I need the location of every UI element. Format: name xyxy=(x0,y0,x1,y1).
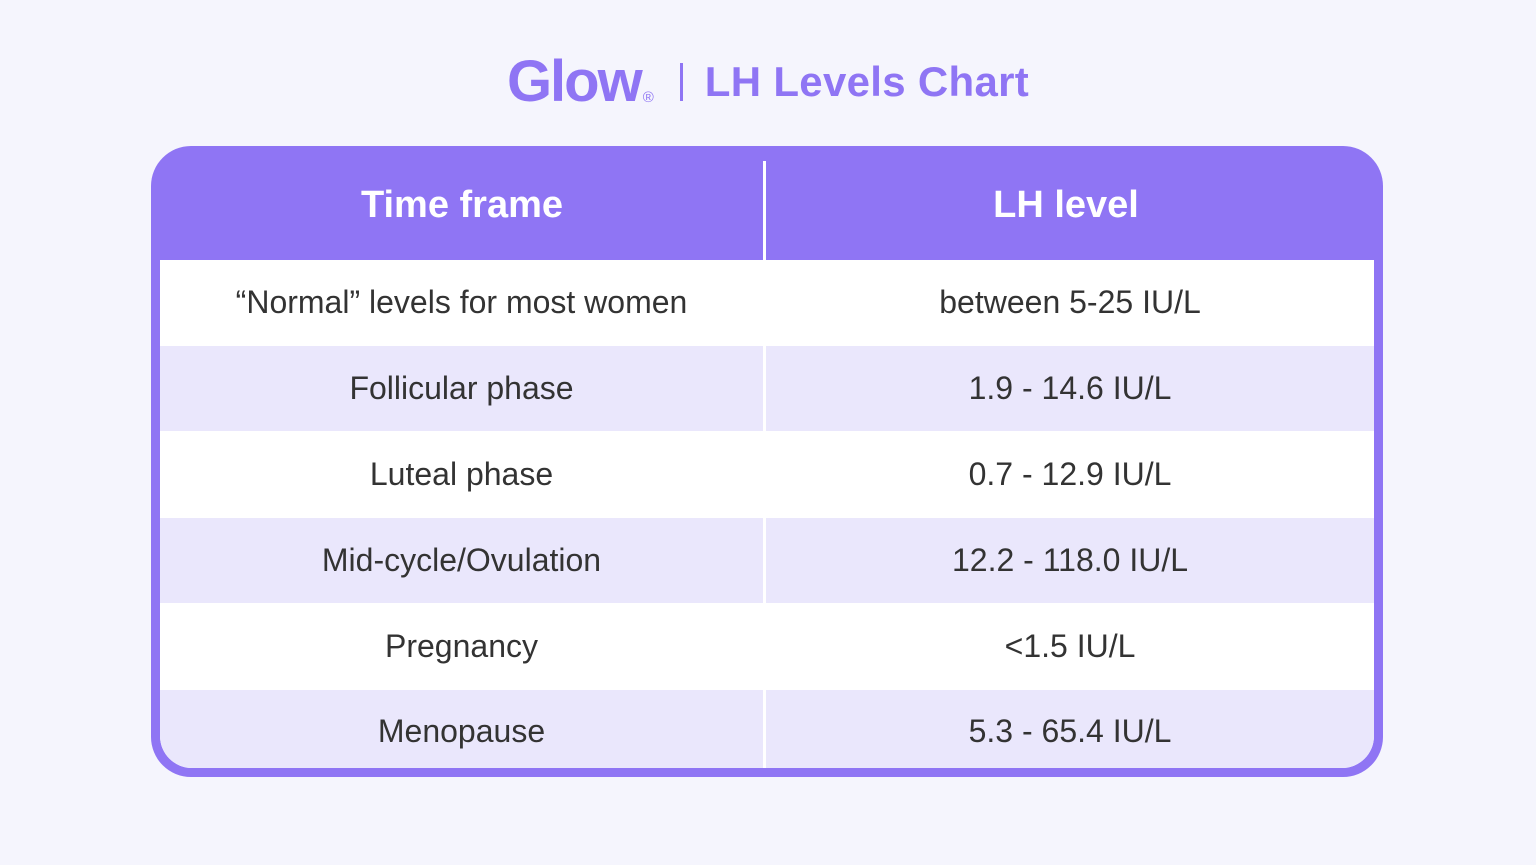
table-header: Time frame LH level xyxy=(160,146,1374,260)
table-body: “Normal” levels for most women between 5… xyxy=(160,260,1374,768)
cell-time-frame: “Normal” levels for most women xyxy=(160,260,763,345)
column-header-time-frame: Time frame xyxy=(360,183,564,226)
cell-lh-level: between 5-25 IU/L xyxy=(766,260,1374,345)
title-divider xyxy=(679,63,683,101)
page-header: Glow ® LH Levels Chart xyxy=(0,44,1536,120)
column-header-lh-level: LH level xyxy=(993,183,1139,226)
table-row: Follicular phase 1.9 - 14.6 IU/L xyxy=(160,346,1374,431)
table-row: “Normal” levels for most women between 5… xyxy=(160,260,1374,345)
cell-time-frame: Follicular phase xyxy=(160,346,763,431)
cell-time-frame: Pregnancy xyxy=(160,604,763,689)
lh-levels-table: Time frame LH level “Normal” levels for … xyxy=(151,146,1383,777)
cell-time-frame: Mid-cycle/Ovulation xyxy=(160,518,763,603)
cell-lh-level: 1.9 - 14.6 IU/L xyxy=(766,346,1374,431)
page-title: LH Levels Chart xyxy=(704,58,1030,105)
cell-lh-level: <1.5 IU/L xyxy=(766,604,1374,689)
cell-lh-level: 5.3 - 65.4 IU/L xyxy=(766,690,1374,768)
table-row: Menopause 5.3 - 65.4 IU/L xyxy=(160,690,1374,768)
cell-lh-level: 0.7 - 12.9 IU/L xyxy=(766,432,1374,517)
table-row: Pregnancy <1.5 IU/L xyxy=(160,604,1374,689)
registered-mark-icon: ® xyxy=(642,89,654,106)
glow-logo: Glow ® xyxy=(507,53,654,111)
table-row: Mid-cycle/Ovulation 12.2 - 118.0 IU/L xyxy=(160,518,1374,603)
cell-time-frame: Luteal phase xyxy=(160,432,763,517)
cell-time-frame: Menopause xyxy=(160,690,763,768)
table-row: Luteal phase 0.7 - 12.9 IU/L xyxy=(160,432,1374,517)
column-divider xyxy=(763,161,766,260)
logo-text: Glow xyxy=(506,49,643,114)
cell-lh-level: 12.2 - 118.0 IU/L xyxy=(766,518,1374,603)
